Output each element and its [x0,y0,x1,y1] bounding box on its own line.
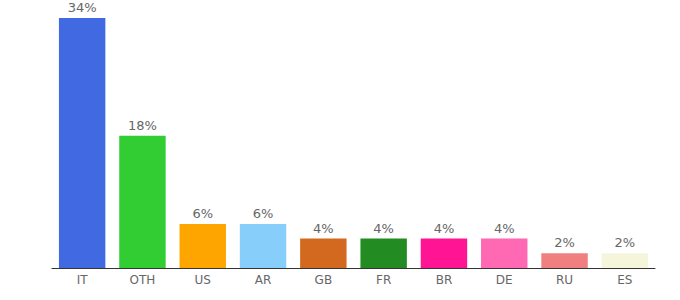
svg-text:6%: 6% [192,206,213,221]
svg-text:4%: 4% [494,221,515,236]
svg-text:FR: FR [376,273,391,287]
svg-text:OTH: OTH [130,273,156,287]
svg-text:IT: IT [77,273,89,287]
svg-text:4%: 4% [373,221,394,236]
svg-text:34%: 34% [68,0,97,15]
svg-text:DE: DE [496,273,513,287]
svg-text:RU: RU [556,273,573,287]
svg-text:2%: 2% [554,235,575,250]
svg-text:BR: BR [436,273,453,287]
svg-text:GB: GB [315,273,333,287]
svg-text:18%: 18% [128,118,157,133]
svg-text:4%: 4% [434,221,455,236]
svg-text:ES: ES [617,273,632,287]
svg-text:6%: 6% [253,206,274,221]
svg-text:4%: 4% [313,221,334,236]
svg-text:AR: AR [255,273,272,287]
svg-text:2%: 2% [615,235,636,250]
svg-text:US: US [195,273,211,287]
